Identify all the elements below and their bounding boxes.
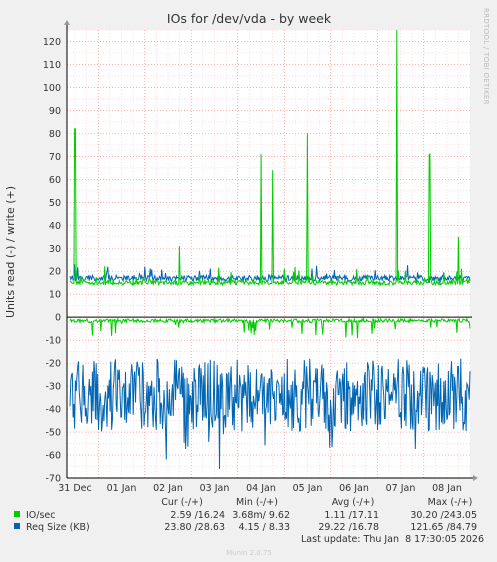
y-tick-label: 60 — [49, 175, 61, 186]
legend-header-min: Min (-/+) — [236, 497, 278, 508]
legend-cur-req-size: 23.80 /28.63 — [164, 522, 225, 533]
y-tick-label: -10 — [45, 336, 61, 347]
y-tick-label: 110 — [43, 60, 61, 71]
x-tick-label: 31 Dec — [58, 483, 92, 494]
y-tick-label: 100 — [43, 83, 61, 94]
last-update: Last update: Thu Jan 8 17:30:05 2026 — [301, 534, 484, 545]
x-tick-label: 05 Jan — [293, 483, 323, 494]
x-tick-label: 01 Jan — [107, 483, 137, 494]
legend-min-req-size: 4.15 / 8.33 — [238, 522, 290, 533]
minor-grid — [67, 29, 470, 478]
y-axis-arrow — [64, 20, 70, 25]
x-tick-labels: 31 Dec 01 Jan 02 Jan 03 Jan 04 Jan 05 Jan 06 J… — [58, 483, 462, 494]
y-tick-label: -50 — [45, 428, 61, 439]
rrdtool-label: RRDTOOL / TOBI OETIKER — [482, 8, 490, 105]
x-tick-label: 04 Jan — [246, 483, 276, 494]
series-io-sec-write — [69, 29, 471, 287]
series-io-sec-read — [69, 317, 471, 339]
chart-title: IOs for /dev/vda - by week — [167, 11, 332, 26]
y-tick-label: 50 — [49, 198, 61, 209]
y-tick-label: -60 — [45, 451, 61, 462]
legend: Cur (-/+) Min (-/+) Avg (-/+) Max (-/+) … — [14, 497, 484, 545]
y-tick-label: 30 — [49, 244, 61, 255]
x-tick-label: 08 Jan — [432, 483, 462, 494]
y-tick-label: -40 — [45, 405, 61, 416]
y-tick-label: 80 — [49, 129, 61, 140]
y-tick-labels: -70 -60 -50 -40 -30 -20 -10 0 10 20 30 40 50 60 70 80 90… — [43, 37, 61, 485]
series-req-size-read — [69, 358, 471, 470]
y-tick-label: 70 — [49, 152, 61, 163]
legend-min-io-sec: 3.68m/ 9.62 — [232, 510, 290, 521]
legend-avg-io-sec: 1.11 /17.11 — [324, 510, 379, 521]
y-tick-label: -20 — [45, 359, 61, 370]
x-tick-label: 03 Jan — [200, 483, 230, 494]
y-axis-label: Units read (-) / write (+) — [4, 186, 17, 318]
legend-name-io-sec: IO/sec — [26, 510, 56, 521]
legend-header-max: Max (-/+) — [428, 497, 473, 508]
legend-swatch-io-sec — [14, 511, 20, 517]
legend-avg-req-size: 29.22 /16.78 — [318, 522, 379, 533]
legend-max-req-size: 121.65 /84.79 — [410, 522, 477, 533]
x-axis-arrow — [473, 475, 478, 481]
legend-name-req-size: Req Size (KB) — [26, 522, 90, 533]
legend-header-cur: Cur (-/+) — [161, 497, 203, 508]
legend-max-io-sec: 30.20 /243.05 — [410, 510, 477, 521]
legend-swatch-req-size — [14, 523, 20, 529]
x-tick-label: 06 Jan — [339, 483, 369, 494]
axes — [64, 20, 478, 481]
legend-cur-io-sec: 2.59 /16.24 — [170, 510, 225, 521]
y-tick-label: -70 — [45, 474, 61, 485]
x-tick-label: 07 Jan — [386, 483, 416, 494]
series-layer — [69, 29, 471, 470]
y-tick-label: 10 — [49, 290, 61, 301]
y-tick-label: 90 — [49, 106, 61, 117]
x-tick-label: 02 Jan — [153, 483, 183, 494]
y-tick-label: 20 — [49, 267, 61, 278]
y-tick-label: 40 — [49, 221, 61, 232]
y-tick-label: 0 — [55, 313, 61, 324]
y-tick-label: -30 — [45, 382, 61, 393]
munin-footer: Munin 2.0.75 — [226, 549, 272, 557]
y-tick-label: 120 — [43, 37, 61, 48]
legend-header-avg: Avg (-/+) — [332, 497, 375, 508]
